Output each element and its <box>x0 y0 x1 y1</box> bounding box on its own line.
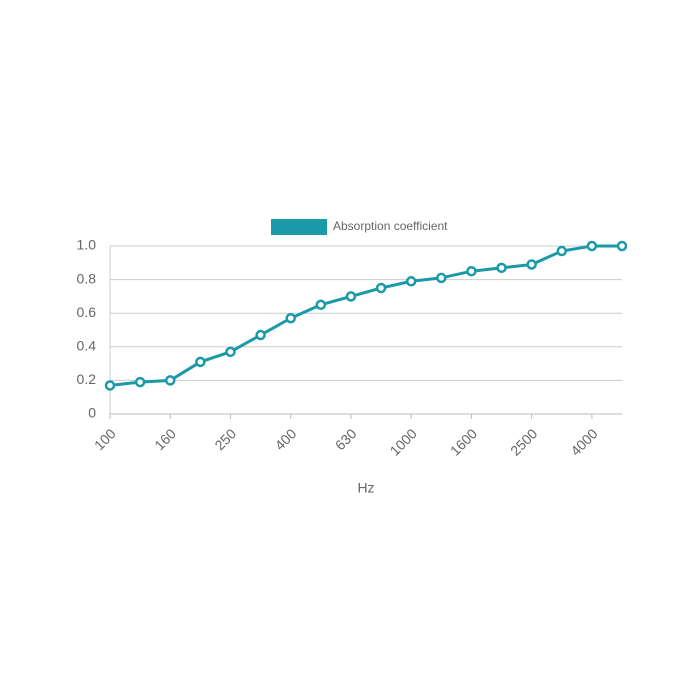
x-tick-label: 100 <box>91 425 119 453</box>
x-tick-label: 400 <box>272 425 300 453</box>
series-line <box>109 244 622 387</box>
data-point <box>255 329 266 341</box>
data-point <box>164 375 176 386</box>
legend-label: Absorption coefficient <box>333 219 448 233</box>
x-tick-label: 2500 <box>507 425 540 458</box>
data-point <box>436 272 447 284</box>
data-point <box>616 240 628 252</box>
y-tick-label: 0.4 <box>77 338 97 354</box>
x-tick-label: 160 <box>151 425 179 453</box>
x-tick-label: 1600 <box>447 425 480 458</box>
x-axis-label: Hz <box>357 480 374 496</box>
data-point <box>556 245 568 257</box>
data-point <box>466 265 477 277</box>
data-point <box>586 240 598 252</box>
y-tick-label: 0.2 <box>77 371 97 387</box>
data-point <box>195 356 206 368</box>
data-point <box>104 380 116 391</box>
x-tick-label: 1000 <box>387 425 420 458</box>
y-tick-label: 1.0 <box>77 237 97 253</box>
data-point <box>285 312 296 324</box>
x-tick-label: 250 <box>211 425 239 453</box>
data-point <box>526 259 537 270</box>
data-point <box>315 299 327 311</box>
y-tick-label: 0.8 <box>77 270 97 286</box>
data-point <box>375 282 387 294</box>
data-point <box>496 262 507 274</box>
data-point <box>134 376 146 388</box>
x-tick-label: 4000 <box>567 425 600 458</box>
y-tick-label: 0 <box>88 405 96 421</box>
y-tick-label: 0.6 <box>77 304 97 320</box>
data-point <box>345 291 357 302</box>
x-tick-label: 630 <box>332 425 360 453</box>
data-point <box>405 276 417 287</box>
data-point <box>225 346 236 358</box>
legend-swatch <box>271 219 327 235</box>
